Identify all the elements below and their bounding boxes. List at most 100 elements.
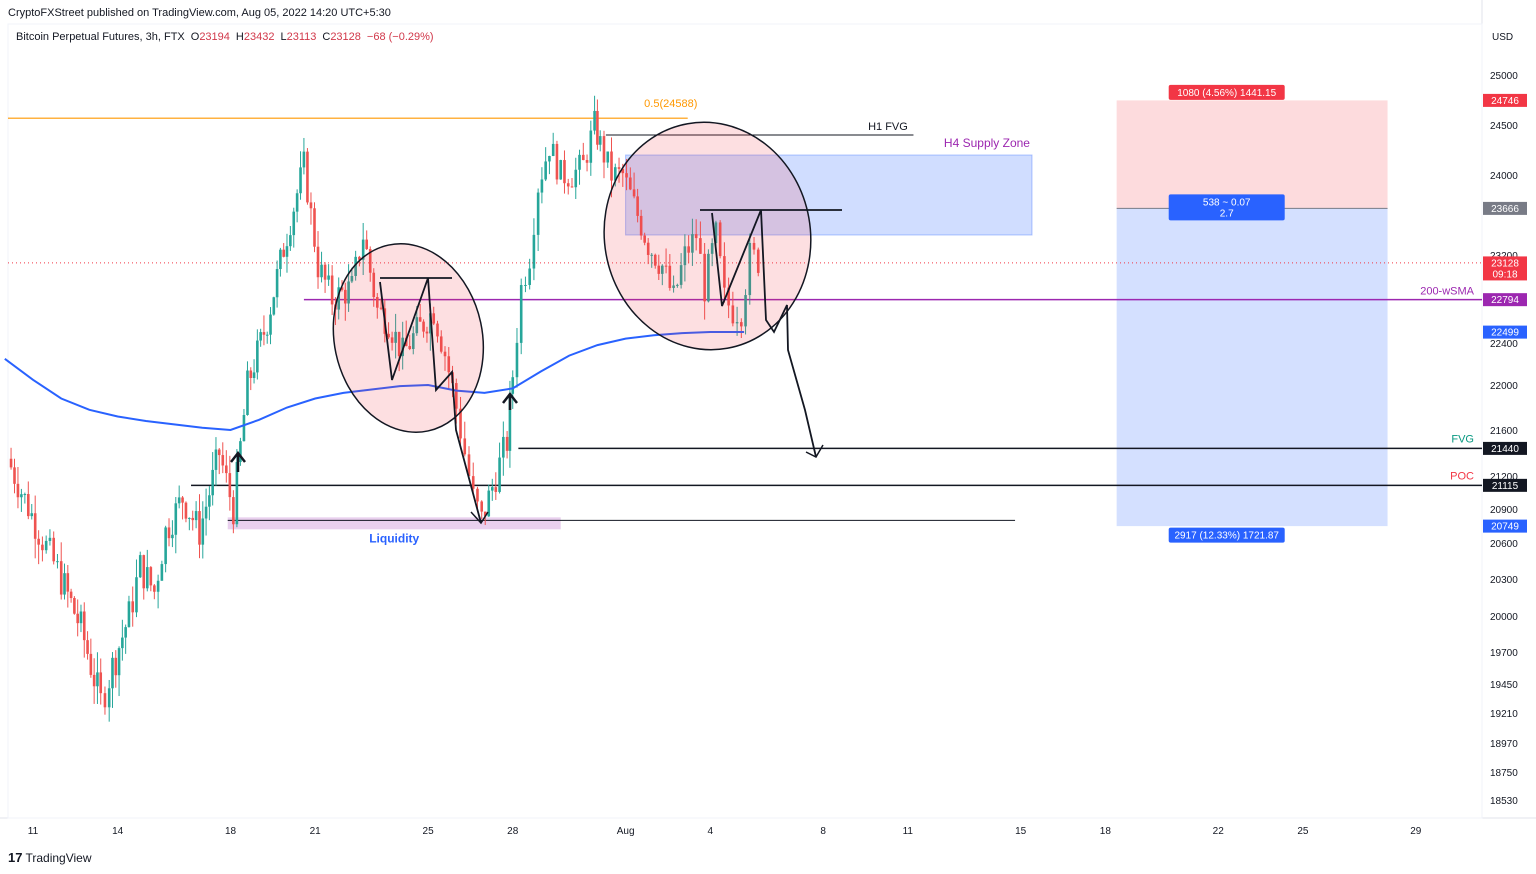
candle-body bbox=[379, 307, 383, 309]
y-tick-label: 19700 bbox=[1490, 648, 1518, 659]
candle-body bbox=[272, 297, 276, 315]
candle-body bbox=[217, 449, 221, 456]
candle-body bbox=[602, 136, 606, 163]
candle-body bbox=[156, 580, 160, 592]
candle-body bbox=[66, 573, 70, 592]
tradingview-footer[interactable]: 17 TradingView bbox=[8, 850, 92, 865]
target-label: 2917 (12.33%) 1721.87 bbox=[1174, 531, 1279, 542]
open-value: 23194 bbox=[199, 31, 230, 43]
x-tick-label: 14 bbox=[112, 826, 124, 837]
y-tick-label: 18530 bbox=[1490, 796, 1518, 807]
candle-body bbox=[718, 222, 722, 257]
close-value: 23128 bbox=[330, 31, 361, 43]
candle-body bbox=[76, 613, 79, 624]
candle-body bbox=[563, 160, 566, 184]
candle-body bbox=[292, 211, 296, 236]
candle-body bbox=[327, 275, 330, 280]
candle-body bbox=[668, 265, 672, 288]
stop-label-bg bbox=[1168, 84, 1285, 100]
candle-body bbox=[131, 601, 135, 613]
y-tick-label: 24500 bbox=[1490, 121, 1518, 132]
candle-body bbox=[710, 243, 714, 254]
candle-body bbox=[299, 167, 302, 194]
y-tick-label: 19210 bbox=[1490, 709, 1518, 720]
candle-body bbox=[337, 287, 341, 310]
candle-body bbox=[221, 455, 225, 466]
x-tick-label: 4 bbox=[707, 826, 713, 837]
x-tick-label: 21 bbox=[310, 826, 322, 837]
candle-body bbox=[436, 323, 439, 337]
plot-area bbox=[7, 23, 1483, 819]
candle-body bbox=[188, 517, 191, 519]
liquidity-label: Liquidity bbox=[369, 531, 419, 545]
wsma-200-label: 200-wSMA bbox=[1420, 286, 1474, 298]
candle-body bbox=[124, 627, 127, 638]
candle-body bbox=[167, 527, 171, 539]
candle-body bbox=[86, 640, 89, 654]
candle-body bbox=[555, 143, 559, 180]
candle-body bbox=[447, 356, 451, 373]
ratio-label: 2.7 bbox=[1220, 208, 1234, 219]
candle-body bbox=[171, 534, 174, 539]
candle-body bbox=[596, 110, 599, 145]
candle-body bbox=[508, 393, 512, 451]
candle-body bbox=[361, 239, 365, 260]
tradingview-brand: TradingView bbox=[25, 851, 92, 865]
candle-body bbox=[44, 540, 48, 551]
x-tick-label: 11 bbox=[903, 826, 914, 837]
candle-body bbox=[687, 246, 690, 253]
candle-body bbox=[613, 167, 617, 181]
candle-body bbox=[425, 331, 429, 334]
candle-body bbox=[375, 297, 379, 308]
tradingview-logo-icon: 17 bbox=[8, 850, 23, 865]
h4-supply-label: H4 Supply Zone bbox=[944, 136, 1030, 150]
candle-body bbox=[581, 154, 585, 161]
candle-body bbox=[63, 573, 66, 595]
candle-body bbox=[48, 537, 52, 541]
stop-label: 1080 (4.56%) 1441.15 bbox=[1177, 88, 1276, 99]
x-tick-label: 25 bbox=[1297, 826, 1309, 837]
sma-200-line bbox=[4, 331, 745, 432]
candle-body bbox=[330, 275, 334, 305]
candle-body bbox=[316, 246, 320, 278]
candle-body bbox=[585, 160, 589, 163]
price-badge-bg bbox=[1483, 293, 1527, 307]
symbol-legend: Bitcoin Perpetual Futures, 3h, FTX O23194… bbox=[16, 31, 434, 43]
y-tick-label: 20000 bbox=[1490, 612, 1518, 623]
candle-body bbox=[214, 449, 218, 470]
h4-supply-zone bbox=[625, 154, 1033, 236]
candle-body bbox=[570, 186, 574, 188]
candle-body bbox=[306, 151, 309, 203]
candle-body bbox=[727, 287, 730, 306]
candle-body bbox=[282, 249, 285, 257]
candle-body bbox=[629, 177, 632, 190]
arrow-down-left-icon bbox=[470, 511, 489, 525]
candle-body bbox=[92, 674, 96, 687]
x-tick-label: 28 bbox=[507, 826, 519, 837]
candle-body bbox=[731, 305, 735, 324]
high-label: H bbox=[235, 31, 244, 43]
candle-body bbox=[69, 591, 73, 599]
publish-info: CryptoFXStreet published on TradingView.… bbox=[8, 7, 391, 19]
candle-body bbox=[256, 340, 259, 373]
candle-body bbox=[683, 246, 687, 266]
fvg-label: FVG bbox=[1451, 433, 1474, 445]
candle-body bbox=[422, 321, 425, 332]
candle-body bbox=[632, 189, 636, 197]
candle-body bbox=[483, 511, 487, 517]
y-tick-label: 25000 bbox=[1490, 71, 1518, 82]
y-tick-label: 19450 bbox=[1490, 680, 1518, 691]
candle-body bbox=[694, 234, 698, 239]
candle-body bbox=[502, 436, 505, 458]
candle-body bbox=[536, 192, 540, 235]
candle-body bbox=[279, 249, 282, 270]
candle-body bbox=[505, 436, 509, 451]
candle-body bbox=[289, 235, 292, 247]
candle-body bbox=[639, 215, 643, 236]
candle-body bbox=[16, 483, 20, 498]
y-tick-label: 24000 bbox=[1490, 171, 1518, 182]
candle-body bbox=[252, 372, 256, 378]
candle-body bbox=[740, 322, 743, 327]
candle-body bbox=[480, 501, 483, 512]
